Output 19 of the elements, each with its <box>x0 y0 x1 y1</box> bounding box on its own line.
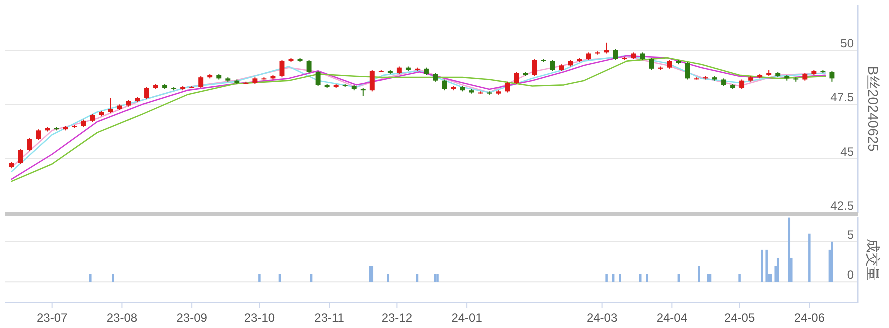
x-tick-label: 23-12 <box>382 311 413 325</box>
y-tick-label: 50 <box>840 36 854 50</box>
y-tick-label: 0 <box>847 268 854 282</box>
x-tick-label: 24-03 <box>586 311 618 325</box>
y-tick-label: 42.5 <box>830 199 854 213</box>
y-tick-label: 45 <box>840 144 854 159</box>
x-tick-label: 23-10 <box>244 311 276 325</box>
x-tick-label: 24-01 <box>452 311 483 325</box>
y-tick-label: 5 <box>847 228 854 242</box>
x-tick-label: 24-06 <box>794 311 826 325</box>
x-tick-label: 23-09 <box>176 311 208 325</box>
x-tick-label: 24-05 <box>724 311 756 325</box>
y-axis-title: 成交量 <box>865 239 882 281</box>
x-tick-label: 24-04 <box>656 311 688 325</box>
x-tick-label: 23-07 <box>36 311 68 325</box>
y-tick-label: 47.5 <box>830 90 854 105</box>
x-tick-label: 23-11 <box>314 311 345 325</box>
x-tick-label: 23-08 <box>106 311 138 325</box>
y-axis-title: B丝20240625 <box>865 66 882 152</box>
